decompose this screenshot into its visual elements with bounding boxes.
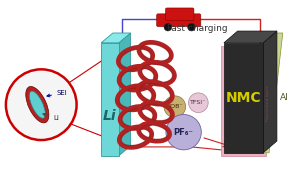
Circle shape <box>164 23 172 31</box>
FancyBboxPatch shape <box>166 8 194 21</box>
FancyBboxPatch shape <box>157 14 201 27</box>
Text: Al: Al <box>281 93 288 102</box>
Text: SEI: SEI <box>47 90 68 97</box>
Polygon shape <box>224 31 277 43</box>
Circle shape <box>189 93 208 113</box>
Text: Passivated layer: Passivated layer <box>266 85 270 121</box>
Polygon shape <box>119 33 130 156</box>
Text: BOB⁻: BOB⁻ <box>166 104 183 109</box>
Ellipse shape <box>26 86 49 123</box>
Circle shape <box>187 23 196 31</box>
Text: PF₆⁻: PF₆⁻ <box>174 128 194 137</box>
Text: Fast charging: Fast charging <box>167 24 228 33</box>
Ellipse shape <box>29 91 45 118</box>
Polygon shape <box>101 43 119 156</box>
Polygon shape <box>261 33 283 153</box>
Circle shape <box>166 114 201 150</box>
Text: TFSI⁻: TFSI⁻ <box>190 100 206 105</box>
Polygon shape <box>221 46 266 156</box>
Text: Li: Li <box>43 113 59 121</box>
Circle shape <box>164 96 185 117</box>
Text: Li: Li <box>103 109 117 123</box>
Circle shape <box>6 69 77 140</box>
Polygon shape <box>101 33 130 43</box>
Polygon shape <box>224 43 263 153</box>
Text: NMC: NMC <box>226 91 261 105</box>
Polygon shape <box>263 31 277 153</box>
